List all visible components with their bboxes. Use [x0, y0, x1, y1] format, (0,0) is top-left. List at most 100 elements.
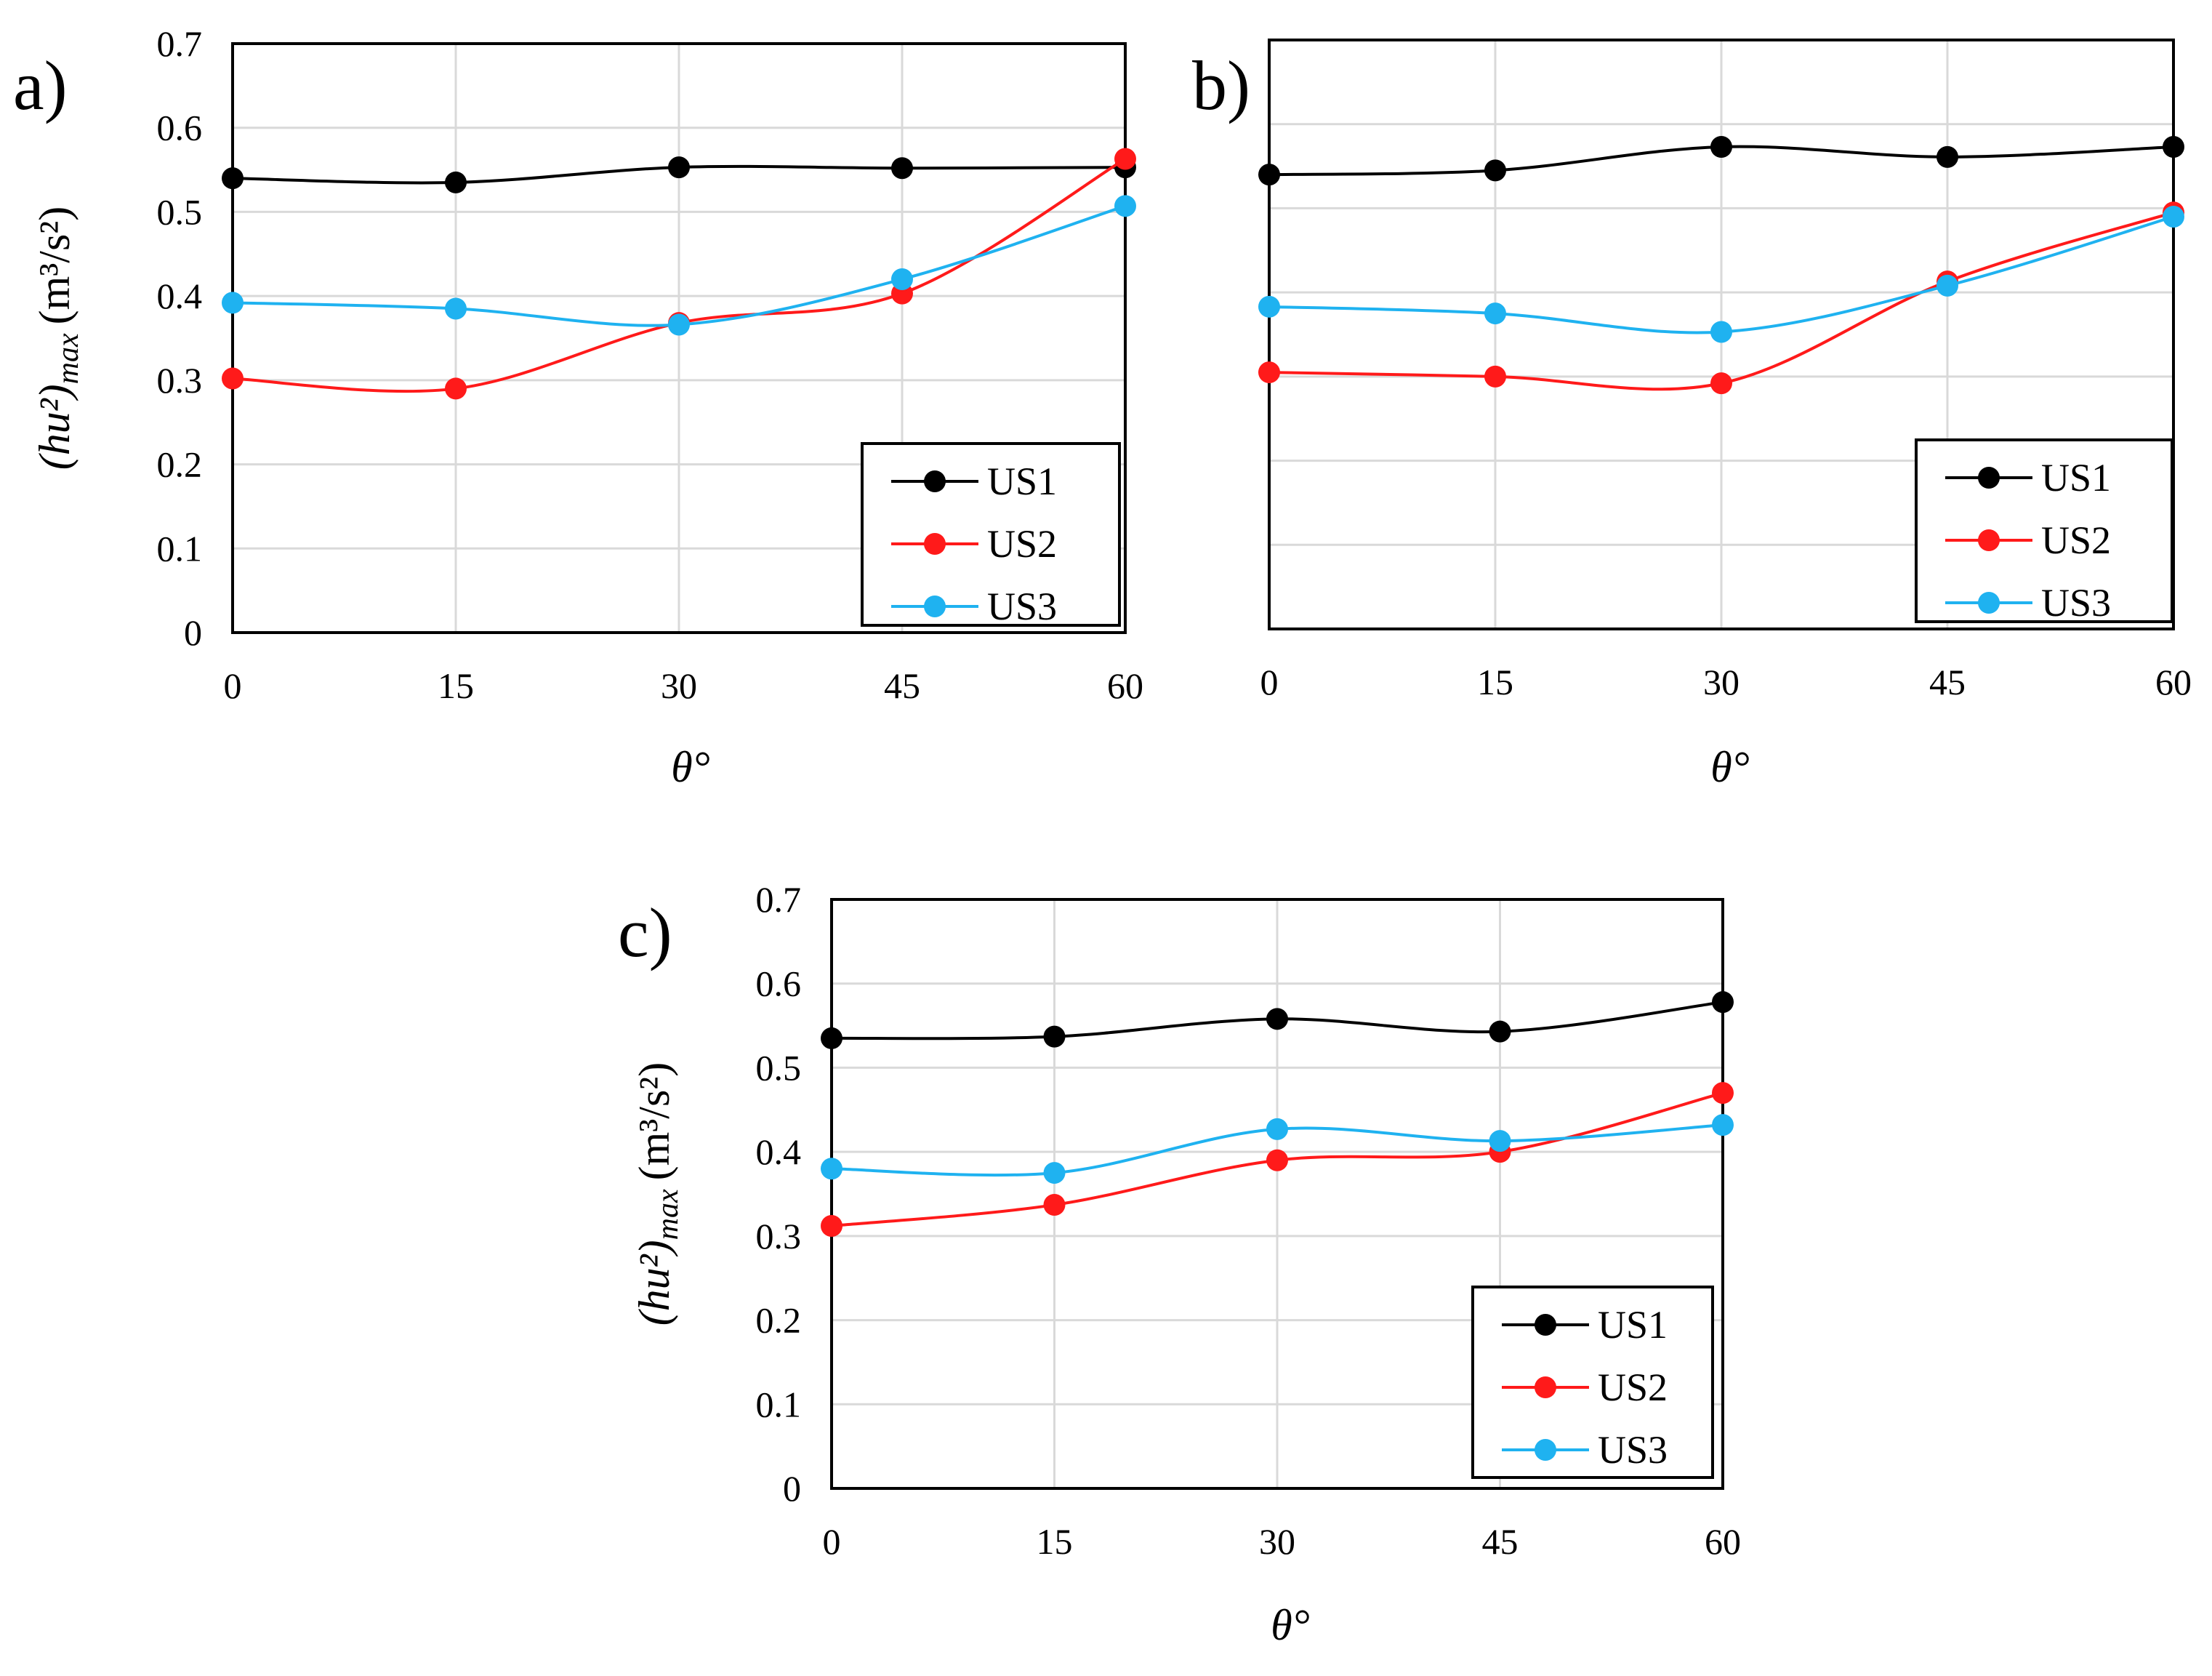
y-tick-label: 0 — [184, 612, 202, 653]
y-tick-label: 0.4 — [756, 1131, 802, 1172]
legend-label-us2: US2 — [987, 522, 1057, 566]
y-axis-title-unit: (m³/s²) — [31, 207, 79, 325]
data-point-us1 — [1489, 1020, 1511, 1043]
legend-label-us2: US2 — [2041, 518, 2111, 562]
data-point-us1 — [1266, 1008, 1288, 1030]
legend-swatch-marker — [1535, 1376, 1556, 1398]
data-point-us3 — [1114, 195, 1136, 217]
y-tick-label: 0.5 — [756, 1047, 802, 1088]
data-point-us1 — [1936, 145, 1958, 168]
legend-box — [861, 442, 1121, 627]
y-axis-title: (hu²)max (m³/s²) — [31, 207, 85, 470]
legend-swatch-marker — [1978, 467, 2000, 489]
data-point-us3 — [222, 292, 244, 314]
x-tick-label: 60 — [1705, 1521, 1741, 1562]
data-point-us2 — [1712, 1082, 1734, 1104]
y-axis-title-subscript: max — [52, 333, 85, 384]
x-axis-title: θ° — [1710, 743, 1749, 791]
data-point-us3 — [1489, 1130, 1511, 1152]
panel-label: a) — [13, 47, 68, 124]
data-point-us3 — [1712, 1114, 1734, 1136]
x-tick-label: 60 — [2155, 662, 2192, 702]
legend-box — [1915, 438, 2173, 623]
x-tick-label: 30 — [1703, 662, 1740, 702]
y-tick-label: 0.2 — [756, 1300, 802, 1341]
y-tick-label: 0.1 — [756, 1384, 802, 1424]
y-axis-title-unit: (m³/s²) — [630, 1062, 678, 1181]
data-point-us1 — [1484, 159, 1506, 182]
x-tick-label: 15 — [1477, 662, 1513, 702]
y-tick-label: 0.2 — [157, 444, 203, 485]
y-tick-label: 0.3 — [756, 1216, 802, 1256]
y-tick-label: 0 — [783, 1468, 801, 1509]
x-axis-title: θ° — [671, 743, 709, 791]
data-point-us2 — [445, 377, 467, 400]
data-point-us3 — [1484, 302, 1506, 325]
legend-label-us1: US1 — [1598, 1303, 1668, 1347]
data-point-us3 — [1266, 1118, 1288, 1140]
legend-swatch-marker — [1978, 592, 2000, 614]
data-point-us2 — [1114, 148, 1136, 170]
data-point-us3 — [1043, 1162, 1066, 1184]
data-point-us3 — [821, 1158, 842, 1180]
x-tick-label: 15 — [438, 665, 474, 706]
legend-swatch-marker — [924, 533, 946, 555]
chart-panel-a: 0 0.1 0.2 0.3 0.4 0.5 0.6 0.7 0 15 30 45 60 a) θ° (hu²)… — [13, 23, 1143, 791]
plot-area-frame — [231, 42, 1127, 634]
data-point-us3 — [1258, 295, 1280, 318]
chart-panel-b: 0 15 30 45 60 b) θ° US1 US2 US3 — [1192, 39, 2192, 791]
data-point-us1 — [1043, 1025, 1066, 1048]
y-axis-title-subscript: max — [651, 1189, 685, 1240]
data-point-us2 — [1266, 1149, 1288, 1171]
legend-swatch-marker — [924, 470, 946, 492]
chart-panel-c: 0 0.1 0.2 0.3 0.4 0.5 0.6 0.7 0 15 30 45 60 c) θ° (hu²)… — [618, 879, 1741, 1649]
x-tick-label: 0 — [1260, 662, 1279, 702]
data-point-us2 — [1710, 372, 1732, 395]
data-point-us3 — [891, 268, 913, 290]
legend-swatch-marker — [1535, 1439, 1556, 1461]
data-point-us3 — [445, 297, 467, 320]
y-tick-label: 0.5 — [157, 191, 203, 232]
legend-label-us1: US1 — [987, 460, 1057, 503]
data-point-us1 — [445, 171, 467, 193]
plot-area-frame — [1268, 39, 2175, 630]
legend-label-us3: US3 — [1598, 1428, 1668, 1472]
x-tick-label: 45 — [884, 665, 920, 706]
data-point-us2 — [222, 367, 244, 390]
y-axis-title: (hu²)max (m³/s²) — [630, 1062, 685, 1326]
data-point-us3 — [2163, 206, 2184, 228]
data-point-us3 — [668, 313, 690, 336]
y-tick-label: 0.6 — [157, 108, 203, 148]
panel-label: c) — [618, 894, 672, 971]
x-tick-label: 30 — [661, 665, 697, 706]
data-point-us1 — [891, 157, 913, 180]
data-point-us1 — [668, 156, 690, 179]
y-tick-label: 0.6 — [756, 963, 802, 1004]
legend-box — [1471, 1286, 1714, 1479]
data-point-us1 — [821, 1027, 842, 1049]
y-tick-label: 0.7 — [157, 23, 203, 64]
y-tick-label: 0.7 — [756, 879, 802, 920]
legend-label-us2: US2 — [1598, 1366, 1668, 1409]
data-point-us3 — [1710, 321, 1732, 343]
legend-label-us3: US3 — [2041, 581, 2111, 625]
y-tick-label: 0.3 — [157, 360, 203, 401]
data-point-us1 — [2163, 135, 2184, 158]
legend-swatch-marker — [924, 596, 946, 617]
x-tick-label: 45 — [1482, 1521, 1519, 1562]
data-point-us3 — [1936, 274, 1958, 297]
data-point-us1 — [1258, 164, 1280, 186]
panel-label: b) — [1192, 47, 1250, 124]
data-point-us2 — [1043, 1194, 1066, 1216]
x-tick-label: 60 — [1107, 665, 1143, 706]
x-tick-label: 45 — [1929, 662, 1966, 702]
data-point-us1 — [1710, 135, 1732, 158]
data-point-us2 — [821, 1214, 842, 1237]
legend-label-us3: US3 — [987, 585, 1057, 628]
legend-swatch-marker — [1535, 1314, 1556, 1336]
data-point-us2 — [1258, 361, 1280, 384]
y-axis-title-quantity: (hu²) — [630, 1240, 678, 1326]
data-point-us2 — [1484, 365, 1506, 388]
legend-swatch-marker — [1978, 529, 2000, 551]
